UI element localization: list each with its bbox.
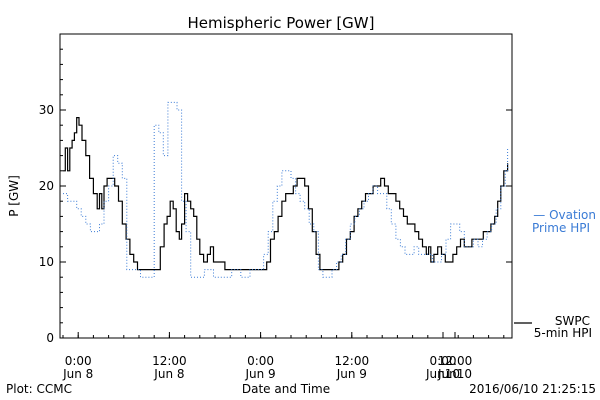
x-tick-label-date: Jun10 xyxy=(437,367,472,381)
legend-ovation-label: — Ovation xyxy=(533,208,596,222)
footer-plot-credit: Plot: CCMC xyxy=(6,382,72,396)
y-tick-label: 0 xyxy=(46,331,54,345)
x-tick-label-date: Jun10 xyxy=(425,367,460,381)
x-tick-label-time: 12:00 xyxy=(438,354,473,368)
series-ovation-line xyxy=(63,101,509,278)
y-tick-label: 10 xyxy=(39,255,54,269)
x-tick-label-time: 12:00 xyxy=(335,354,370,368)
y-axis-label: P [GW] xyxy=(7,175,21,217)
x-tick-label-time: 0:00 xyxy=(65,354,92,368)
x-tick-label-time: 0:00 xyxy=(247,354,274,368)
chart-title: Hemispheric Power [GW] xyxy=(188,14,375,32)
plot-frame xyxy=(59,33,513,339)
legend-swpc-label-2: 5-min HPI xyxy=(534,326,592,340)
x-tick-label-time: 12:00 xyxy=(152,354,187,368)
legend-ovation-label-2: Prime HPI xyxy=(532,221,590,235)
y-tick-label: 30 xyxy=(39,103,54,117)
x-tick-label-date: Jun 8 xyxy=(62,367,93,381)
series-swpc-line xyxy=(63,117,509,271)
y-tick-label: 20 xyxy=(39,179,54,193)
legend-swpc-label: SWPC xyxy=(555,314,590,328)
x-axis-label: Date and Time xyxy=(242,382,330,396)
x-tick-label-time: 0:00 xyxy=(430,354,457,368)
x-tick-label-date: Jun 8 xyxy=(153,367,184,381)
x-tick-label-date: Jun 9 xyxy=(244,367,275,381)
x-tick-label-date: Jun 9 xyxy=(336,367,367,381)
footer-timestamp: 2016/06/10 21:25:15 xyxy=(469,382,596,396)
